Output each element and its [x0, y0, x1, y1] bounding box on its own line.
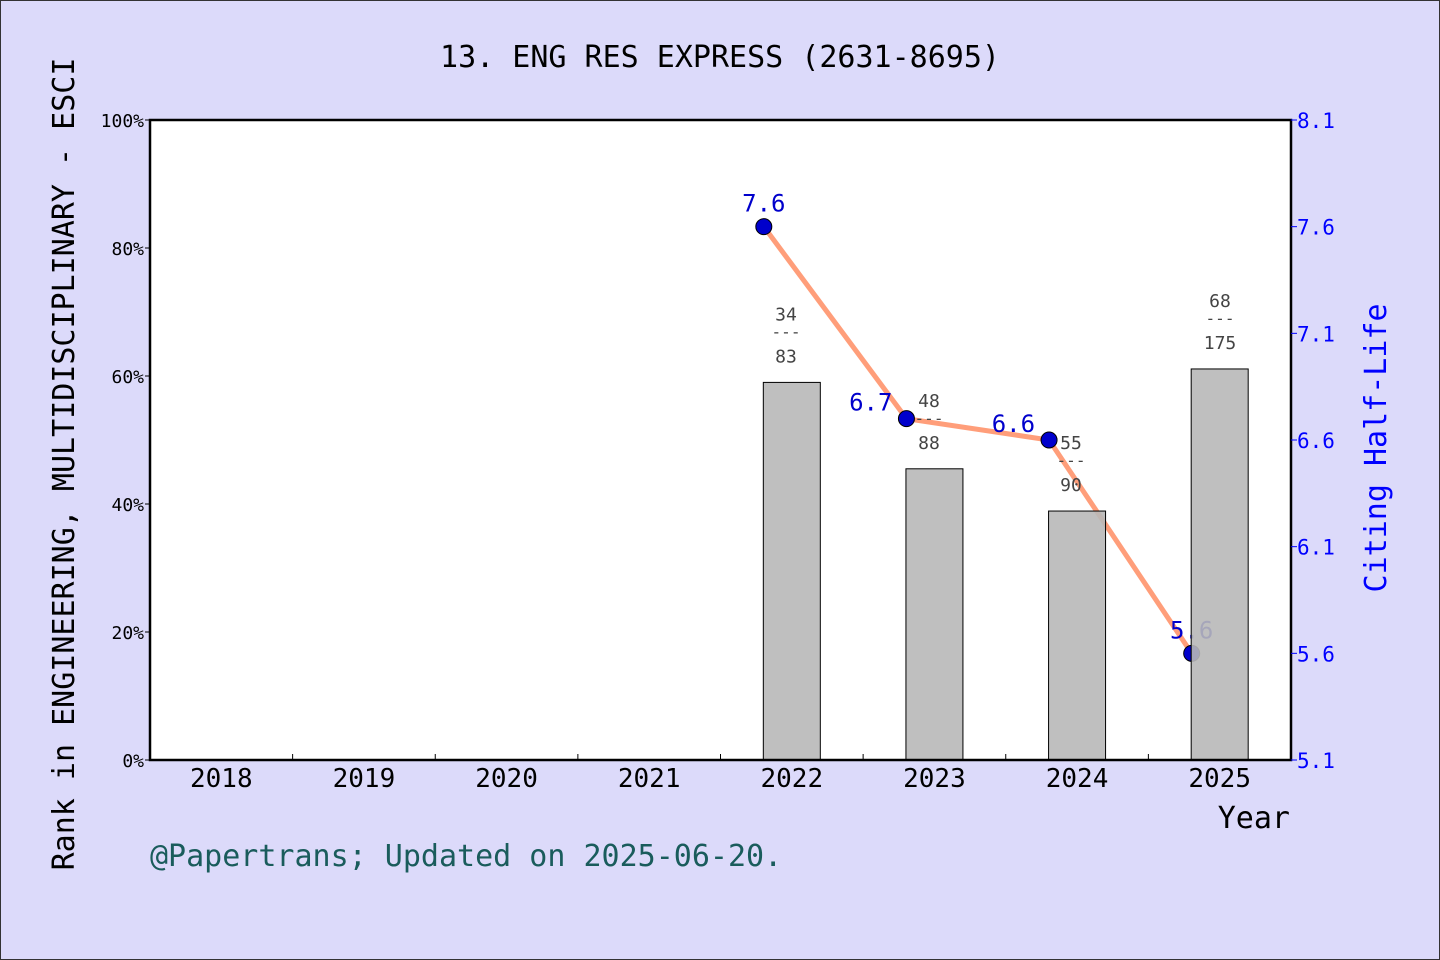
y2-tick-label: 5.1: [1297, 749, 1335, 773]
bar-rank-label: 68: [1209, 291, 1231, 312]
bar-total-label: 83: [775, 346, 797, 367]
bar-total-label: 175: [1204, 333, 1237, 354]
y2-tick-label: 8.1: [1297, 109, 1335, 133]
x-tick-label: 2025: [1188, 764, 1251, 794]
x-tick-label: 2018: [190, 764, 253, 794]
x-tick-label: 2021: [618, 764, 681, 794]
y-tick-label: 20%: [111, 623, 144, 644]
half-life-point-2022: [755, 218, 773, 236]
y-tick-label: 40%: [111, 495, 144, 516]
half-life-value-label: 6.6: [992, 410, 1035, 438]
x-tick-label: 2022: [761, 764, 824, 794]
bar-rank-label: 55: [1060, 433, 1082, 454]
bar-2023: [905, 468, 964, 761]
bar-total-label: 88: [918, 433, 940, 454]
half-life-value-label: 6.7: [849, 389, 892, 417]
y2-tick-label: 6.6: [1297, 429, 1335, 453]
y-tick-label: 60%: [111, 367, 144, 388]
y-tick-label: 100%: [101, 111, 145, 132]
x-tick-label: 2020: [475, 764, 538, 794]
bar-2022: [762, 381, 821, 761]
y-tick-label: 0%: [122, 751, 144, 772]
y-axis-label: Rank in ENGINEERING, MULTIDISCIPLINARY -…: [47, 58, 82, 871]
half-life-line: [761, 225, 1194, 655]
half-life-value-label: 7.6: [742, 190, 785, 218]
bar-2025: [1190, 368, 1249, 761]
y2-tick-label: 5.6: [1297, 642, 1335, 666]
bar-total-label: 90: [1060, 475, 1082, 496]
plot-area: [150, 120, 1291, 760]
x-axis-label: Year: [1218, 801, 1290, 836]
x-tick-label: 2024: [1046, 764, 1109, 794]
bar-label-divider: ---: [1206, 309, 1235, 328]
half-life-point-2024: [1040, 431, 1058, 449]
y2-axis-label: Citing Half-Life: [1359, 304, 1394, 593]
y-tick-label: 80%: [111, 239, 144, 260]
bar-label-divider: ---: [1057, 451, 1086, 470]
y2-tick-label: 7.6: [1297, 216, 1335, 240]
half-life-point-2023: [897, 410, 915, 428]
bar-label-divider: ---: [915, 409, 944, 428]
y2-tick-label: 6.1: [1297, 536, 1335, 560]
bar-label-divider: ---: [772, 322, 801, 341]
bar-rank-label: 34: [775, 304, 797, 325]
y2-tick-label: 7.1: [1297, 322, 1335, 346]
bar-rank-label: 48: [918, 391, 940, 412]
chart-title: 13. ENG RES EXPRESS (2631-8695): [440, 40, 1000, 75]
x-tick-label: 2023: [903, 764, 966, 794]
footer-credit: @Papertrans; Updated on 2025-06-20.: [150, 839, 782, 874]
x-tick-label: 2019: [333, 764, 396, 794]
bar-2024: [1048, 510, 1107, 761]
